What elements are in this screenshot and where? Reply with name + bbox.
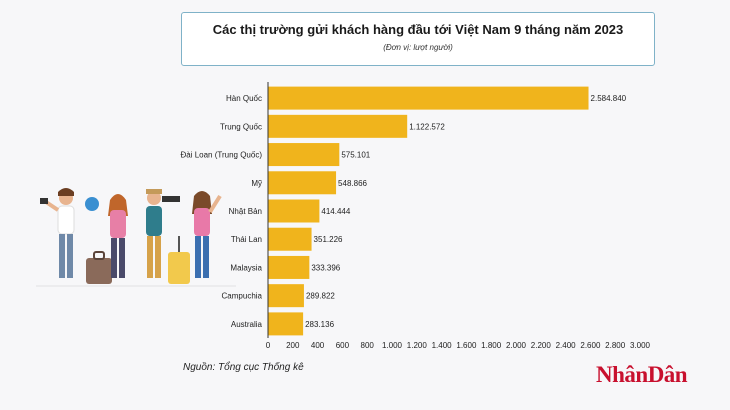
category-label: Hàn Quốc <box>226 94 262 103</box>
source-text: Nguồn: Tổng cục Thống kê <box>183 362 304 373</box>
category-label: Nhật Bản <box>229 207 262 216</box>
x-tick-label: 2.600 <box>580 341 601 350</box>
x-tick-label: 2.200 <box>531 341 552 350</box>
x-tick-label: 600 <box>336 341 350 350</box>
title-box: Các thị trường gửi khách hàng đầu tới Vi… <box>181 12 655 66</box>
x-tick-label: 2.000 <box>506 341 527 350</box>
value-label: 289.822 <box>306 292 335 301</box>
bar <box>268 255 310 279</box>
category-label: Malaysia <box>230 263 262 272</box>
value-label: 414.444 <box>321 207 350 216</box>
value-label: 548.866 <box>338 179 367 188</box>
value-label: 333.396 <box>311 263 340 272</box>
x-tick-label: 2.800 <box>605 341 626 350</box>
category-label: Australia <box>231 320 263 329</box>
bar <box>268 114 408 138</box>
value-label: 575.101 <box>341 151 370 160</box>
category-label: Mỹ <box>251 179 262 188</box>
category-label: Trung Quốc <box>220 122 262 131</box>
category-label: Campuchia <box>222 292 263 301</box>
bar <box>268 143 340 167</box>
bar <box>268 227 312 251</box>
x-tick-label: 0 <box>266 341 271 350</box>
value-label: 351.226 <box>314 235 343 244</box>
bar <box>268 284 304 308</box>
x-tick-label: 1.200 <box>407 341 428 350</box>
value-label: 2.584.840 <box>591 94 627 103</box>
bar <box>268 171 337 195</box>
x-tick-label: 400 <box>311 341 325 350</box>
tourists-group-icon <box>36 188 236 287</box>
value-label: 1.122.572 <box>409 122 445 131</box>
value-label: 283.136 <box>305 320 334 329</box>
x-tick-label: 1.000 <box>382 341 403 350</box>
x-tick-label: 800 <box>361 341 375 350</box>
x-tick-label: 200 <box>286 341 300 350</box>
x-tick-label: 2.400 <box>556 341 577 350</box>
x-tick-label: 1.600 <box>456 341 477 350</box>
bar <box>268 312 304 336</box>
category-label: Đài Loan (Trung Quốc) <box>180 151 262 160</box>
x-tick-label: 1.400 <box>432 341 453 350</box>
x-tick-label: 1.800 <box>481 341 502 350</box>
bar <box>268 86 589 110</box>
x-tick-label: 3.000 <box>630 341 651 350</box>
nhandan-logo: NhânDân <box>596 362 688 387</box>
chart-title: Các thị trường gửi khách hàng đầu tới Vi… <box>212 22 624 37</box>
category-label: Thái Lan <box>231 235 262 244</box>
chart-subtitle: (Đơn vị: lượt người) <box>383 43 453 52</box>
bar <box>268 199 320 223</box>
